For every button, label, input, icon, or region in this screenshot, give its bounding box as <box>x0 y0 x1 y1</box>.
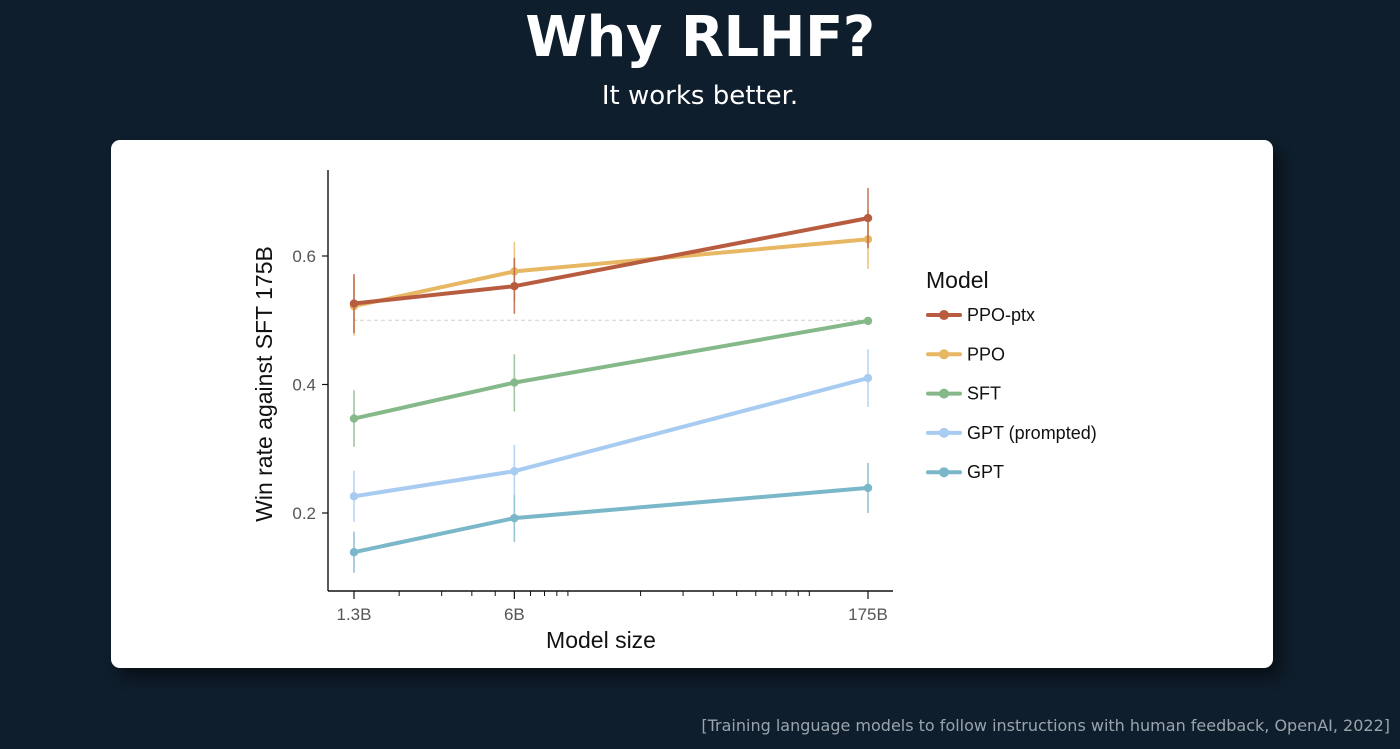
legend-title: Model <box>926 267 989 293</box>
series-gpt <box>349 462 873 573</box>
data-point <box>349 492 359 501</box>
legend-label: PPO-ptx <box>967 305 1035 325</box>
data-point <box>349 299 359 308</box>
slide-subtitle: It works better. <box>601 81 799 111</box>
legend: Model PPO-ptx PPO SFT GPT (prompted) GPT <box>926 267 1097 482</box>
legend-label: GPT (prompted) <box>967 423 1097 443</box>
legend-item: GPT (prompted) <box>926 423 1097 443</box>
legend-label: SFT <box>967 384 1001 404</box>
data-point <box>863 483 873 493</box>
data-point <box>863 373 873 383</box>
data-point <box>510 378 519 387</box>
series-layer <box>349 187 873 573</box>
legend-swatch-point <box>939 467 949 478</box>
y-tick-label: 0.2 <box>292 504 316 523</box>
legend-swatch-point <box>939 427 949 438</box>
series-gpt-prompted- <box>349 349 873 522</box>
chart-card: 0.2 0.4 0.6 1.3B 6B 175B Model size Win rate ag… <box>111 140 1273 668</box>
legend-swatch-point <box>939 310 949 320</box>
legend-swatch-point <box>939 388 949 399</box>
data-point <box>349 547 359 557</box>
series-sft <box>349 316 873 447</box>
axes: 0.2 0.4 0.6 1.3B 6B 175B Model size Win rate ag… <box>251 170 893 653</box>
legend-item: PPO <box>926 344 1005 364</box>
data-point <box>510 513 519 523</box>
legend-item: PPO-ptx <box>926 305 1035 325</box>
legend-swatch-point <box>939 349 949 360</box>
legend-label: PPO <box>967 344 1005 364</box>
citation: [Training language models to follow inst… <box>701 716 1390 735</box>
data-point <box>863 213 873 223</box>
series-line <box>352 485 870 555</box>
x-tick-label: 6B <box>504 605 525 624</box>
series-ppo-ptx <box>349 187 873 334</box>
data-point <box>510 281 519 291</box>
series-line <box>352 318 870 421</box>
y-tick-label: 0.6 <box>292 247 316 266</box>
data-point <box>863 316 873 326</box>
legend-label: GPT <box>967 462 1004 482</box>
legend-item: SFT <box>926 384 1001 404</box>
slide-title: Why RLHF? <box>525 5 875 70</box>
data-point <box>349 414 359 423</box>
series-ppo <box>349 209 873 336</box>
data-point <box>510 467 519 476</box>
x-tick-label: 175B <box>848 605 888 624</box>
legend-item: GPT <box>926 462 1004 482</box>
line-chart: 0.2 0.4 0.6 1.3B 6B 175B Model size Win rate ag… <box>251 170 1097 653</box>
x-tick-label: 1.3B <box>337 605 372 624</box>
series-line <box>352 376 870 499</box>
y-axis-title: Win rate against SFT 175B <box>251 246 277 522</box>
x-axis-title: Model size <box>546 627 656 653</box>
y-tick-label: 0.4 <box>292 376 316 395</box>
